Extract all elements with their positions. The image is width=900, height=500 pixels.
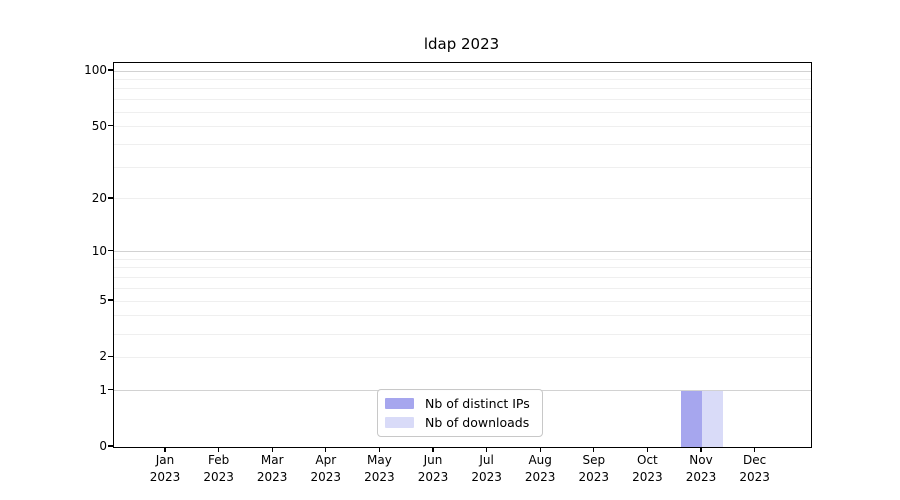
legend-item: Nb of distinct IPs (385, 396, 535, 411)
x-tick-mark (432, 447, 434, 452)
x-tick-month: Mar (260, 453, 284, 467)
x-tick-month: Apr (315, 453, 337, 467)
y-tick-mark (108, 388, 113, 391)
legend-item-label: Nb of distinct IPs (425, 396, 530, 412)
gridline-minor (114, 88, 811, 90)
gridline-major (114, 251, 811, 253)
x-tick-mark (754, 447, 756, 452)
x-tick-month: Jan (155, 453, 175, 467)
x-tick-label: Aug 2023 (508, 452, 572, 485)
x-tick-label: Sep 2023 (562, 452, 626, 485)
y-tick-label: 100 (84, 63, 107, 77)
chart-title: ldap 2023 (423, 35, 500, 53)
x-tick-month: May (366, 453, 392, 467)
y-tick-label: 10 (91, 243, 107, 258)
x-tick-year: 2023 (256, 469, 288, 484)
gridline-minor (114, 78, 811, 80)
gridline-minor (114, 258, 811, 260)
x-tick-year: 2023 (524, 469, 556, 484)
x-tick-mark (539, 447, 541, 452)
y-tick-label: 50 (91, 118, 107, 133)
legend-swatch-downloads (385, 416, 414, 428)
x-tick-year: 2023 (685, 469, 717, 484)
x-tick-month: Sep (582, 453, 606, 467)
x-tick-mark (164, 447, 166, 452)
x-tick-label: Apr 2023 (294, 452, 358, 485)
gridline-minor (114, 198, 811, 200)
y-tick-mark (108, 69, 113, 71)
x-tick-month: Dec (742, 453, 767, 467)
x-tick-year: 2023 (739, 469, 770, 484)
x-tick-year: 2023 (203, 469, 234, 484)
y-tick-label: 20 (91, 190, 107, 205)
legend-item: Nb of downloads (385, 415, 535, 430)
x-tick-label: Jan 2023 (133, 452, 197, 485)
x-tick-month: Aug (528, 453, 552, 467)
x-tick-month: Feb (207, 453, 230, 467)
x-tick-label: Nov 2023 (669, 452, 733, 485)
gridline-minor (114, 333, 811, 335)
bar-downloads (702, 390, 723, 447)
gridline-minor (114, 277, 811, 279)
gridline-minor (114, 300, 811, 302)
x-tick-label: May 2023 (347, 452, 411, 485)
gridline-minor (114, 315, 811, 317)
x-tick-label: Oct 2023 (615, 452, 679, 485)
gridline-minor (114, 126, 811, 128)
gridline-minor (114, 287, 811, 289)
x-tick-year: 2023 (417, 469, 449, 484)
x-tick-mark (700, 447, 702, 452)
y-tick-mark (108, 445, 113, 447)
gridline-major (114, 70, 811, 72)
bar-distinct-ips (681, 390, 702, 447)
gridline-minor (114, 356, 811, 358)
x-tick-mark (271, 447, 273, 452)
x-tick-year: 2023 (578, 469, 610, 484)
x-tick-mark (593, 447, 595, 452)
y-tick-mark (108, 355, 113, 358)
gridline-minor (114, 166, 811, 168)
x-tick-label: Jul 2023 (455, 452, 519, 485)
x-tick-month: Jun (423, 453, 443, 467)
gridline-minor (114, 267, 811, 269)
y-tick-mark (108, 299, 113, 301)
y-tick-mark (108, 125, 113, 127)
x-tick-mark (486, 447, 488, 452)
y-tick-mark (108, 197, 113, 199)
x-tick-year: 2023 (364, 469, 395, 484)
x-tick-mark (218, 447, 220, 452)
x-tick-year: 2023 (471, 469, 502, 484)
x-tick-mark (378, 447, 380, 452)
x-tick-month: Oct (637, 453, 658, 467)
x-tick-mark (646, 447, 648, 452)
legend-item-label: Nb of downloads (425, 414, 530, 430)
y-tick-label: 5 (99, 293, 107, 308)
x-tick-label: Mar 2023 (240, 452, 304, 485)
gridline-minor (114, 111, 811, 113)
y-tick-label: 0 (99, 439, 107, 453)
x-tick-month: Nov (689, 453, 713, 467)
x-tick-year: 2023 (632, 469, 663, 484)
plot-area (113, 62, 812, 448)
x-tick-year: 2023 (310, 469, 342, 484)
gridline-minor (114, 143, 811, 145)
legend: Nb of distinct IPs Nb of downloads (377, 389, 543, 437)
x-tick-year: 2023 (149, 469, 181, 484)
legend-swatch-distinct-ips (385, 398, 414, 410)
x-tick-mark (325, 447, 327, 452)
x-tick-label: Dec 2023 (723, 452, 787, 485)
x-tick-label: Feb 2023 (187, 452, 251, 485)
gridline-minor (114, 99, 811, 101)
x-tick-label: Jun 2023 (401, 452, 465, 485)
y-tick-label: 2 (99, 349, 107, 364)
y-tick-mark (108, 250, 113, 252)
y-tick-label: 1 (99, 382, 107, 397)
x-tick-month: Jul (479, 453, 494, 467)
